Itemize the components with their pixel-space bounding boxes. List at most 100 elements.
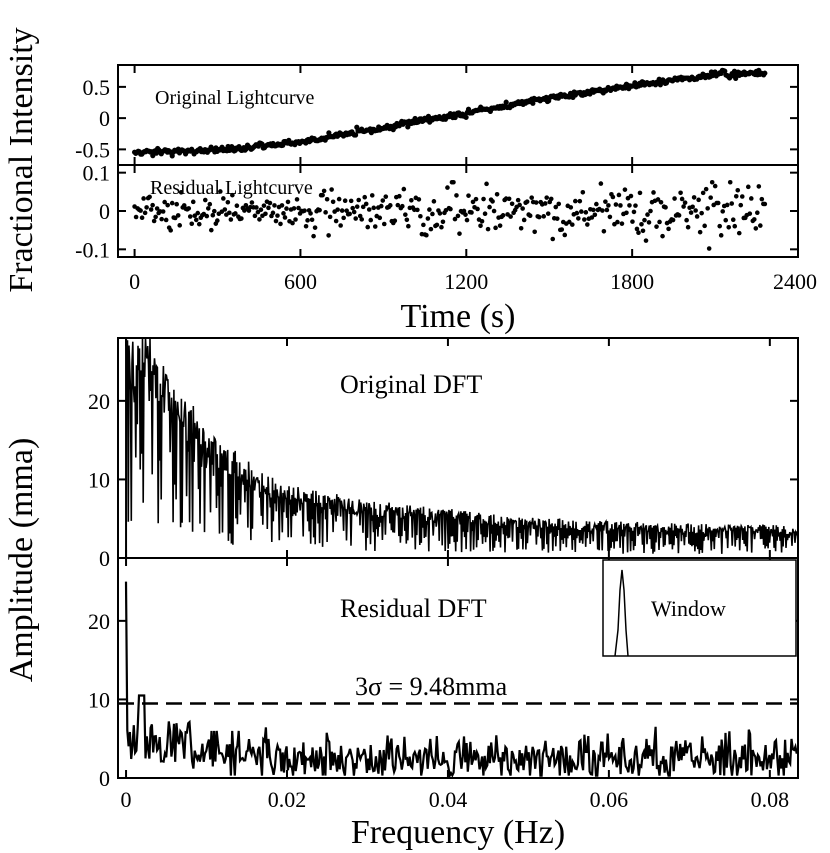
residual-lightcurve-point (141, 196, 146, 201)
residual-lightcurve-point (378, 203, 384, 209)
residual-lightcurve-point (493, 225, 498, 231)
original-lightcurve-point (150, 153, 156, 159)
residual-lightcurve-point (323, 210, 328, 215)
residual-lightcurve-point (400, 203, 405, 209)
residual-lightcurve-point (451, 179, 456, 185)
rdft-ytick-label: 20 (88, 609, 110, 634)
residual-lightcurve-point (655, 197, 661, 202)
residual-lightcurve-point (592, 212, 598, 218)
residual-lightcurve-point (404, 217, 410, 223)
residual-lightcurve-point (634, 226, 640, 232)
residual-lightcurve-point (604, 207, 610, 213)
dft-y-axis-label: Amplitude (mma) (3, 438, 40, 683)
residual-lightcurve-point (266, 205, 271, 211)
window-function-peak (614, 569, 629, 657)
residual-lightcurve-point (682, 200, 688, 205)
residual-lightcurve-point (717, 223, 723, 229)
residual-lightcurve-point (619, 221, 625, 226)
residual-lightcurve-point (190, 199, 196, 205)
residual-lightcurve-point (359, 217, 365, 222)
residual-lightcurve-point (705, 206, 710, 211)
residual-lightcurve-point (228, 217, 234, 222)
residual-lightcurve-point (397, 193, 402, 199)
residual-lightcurve-point (172, 215, 178, 221)
original-lightcurve-points (131, 67, 768, 159)
residual-lightcurve-point (562, 232, 568, 238)
residual-lightcurve-point (371, 205, 377, 211)
residual-lightcurve-point (670, 217, 676, 223)
residual-lightcurve-point (640, 228, 646, 234)
residual-lightcurve-point (569, 222, 575, 227)
residual-lightcurve-point (350, 205, 355, 211)
residual-lightcurve-point (580, 189, 586, 195)
residual-lightcurve-point (627, 203, 632, 208)
residual-lightcurve-point (469, 210, 474, 215)
residual-lightcurve-point (594, 201, 599, 207)
residual-lightcurve-point (144, 205, 149, 210)
window-inset (602, 559, 797, 657)
residual-lightcurve-point (600, 208, 605, 213)
residual-dft-frame (117, 557, 799, 779)
residual-lightcurve-point (654, 224, 659, 229)
residual-lightcurve-point (312, 225, 318, 230)
residual-lightcurve-point (685, 224, 691, 230)
residual-lightcurve-point (196, 221, 202, 227)
residual-lightcurve-point (425, 216, 431, 221)
residual-lightcurve-point (730, 217, 736, 223)
residual-lightcurve-point (154, 206, 160, 211)
residual-lightcurve-point (296, 205, 301, 211)
residual-lightcurve-point (524, 199, 530, 204)
residual-lightcurve-point (321, 188, 327, 194)
residual-lightcurve-point (691, 195, 697, 200)
residual-lightcurve-point (487, 204, 492, 210)
residual-lightcurve-point (639, 221, 644, 227)
residual-lightcurve-point (702, 223, 707, 229)
residual-lightcurve-point (210, 212, 216, 218)
xtick-label: 0.08 (751, 787, 790, 812)
residual-lightcurve-point (418, 213, 423, 219)
residual-lightcurve-point (618, 203, 623, 208)
residual-lightcurve-point (585, 222, 590, 227)
residual-lightcurve-point (568, 205, 574, 210)
residual-lightcurve-point (622, 187, 628, 192)
residual-lightcurve-point (403, 212, 408, 217)
residual-lightcurve-point (291, 206, 297, 211)
residual-lightcurve-point (646, 220, 652, 225)
residual-lightcurve-point (353, 216, 358, 221)
residual-lightcurve-point (678, 190, 683, 196)
residual-lightcurve-point (533, 200, 539, 205)
residual-lightcurve-point (697, 229, 703, 235)
residual-lightcurve-point (544, 195, 550, 200)
residual-lightcurve-point (263, 211, 268, 217)
xtick-label: 0.06 (590, 787, 629, 812)
residual-lightcurve-point (506, 196, 512, 202)
residual-lightcurve-point (162, 199, 167, 205)
residual-lightcurve-point (457, 231, 462, 236)
residual-lightcurve-point (336, 196, 342, 202)
residual-lightcurve-point (282, 215, 288, 220)
residual-lightcurve-point (163, 217, 169, 223)
residual-lightcurve-point (148, 207, 154, 212)
residual-lightcurve-point (554, 216, 560, 221)
residual-lightcurve-point (270, 210, 276, 216)
residual-lightcurve-point (579, 209, 584, 214)
residual-lightcurve-point (308, 211, 313, 216)
original-lightcurve-point (412, 115, 418, 122)
residual-lightcurve-point (559, 227, 565, 232)
residual-lightcurve-point (601, 229, 607, 234)
residual-lightcurve-point (153, 214, 158, 220)
residual-lightcurve-point (723, 217, 729, 223)
residual-lightcurve-point (517, 202, 522, 208)
residual-lightcurve-point (252, 213, 258, 219)
residual-lightcurve-point (724, 202, 730, 208)
original-lightcurve-point (463, 114, 469, 120)
residual-lightcurve-point (440, 219, 446, 225)
residual-lightcurve-point (610, 194, 616, 200)
residual-lightcurve-point (383, 194, 389, 199)
residual-lightcurve-point (473, 196, 479, 202)
residual-lightcurve-point (215, 218, 220, 223)
olc-ytick-label: 0 (99, 106, 110, 131)
odft-ytick-label: 10 (88, 467, 110, 492)
residual-lightcurve-point (606, 203, 611, 208)
residual-lightcurve-point (327, 214, 333, 220)
